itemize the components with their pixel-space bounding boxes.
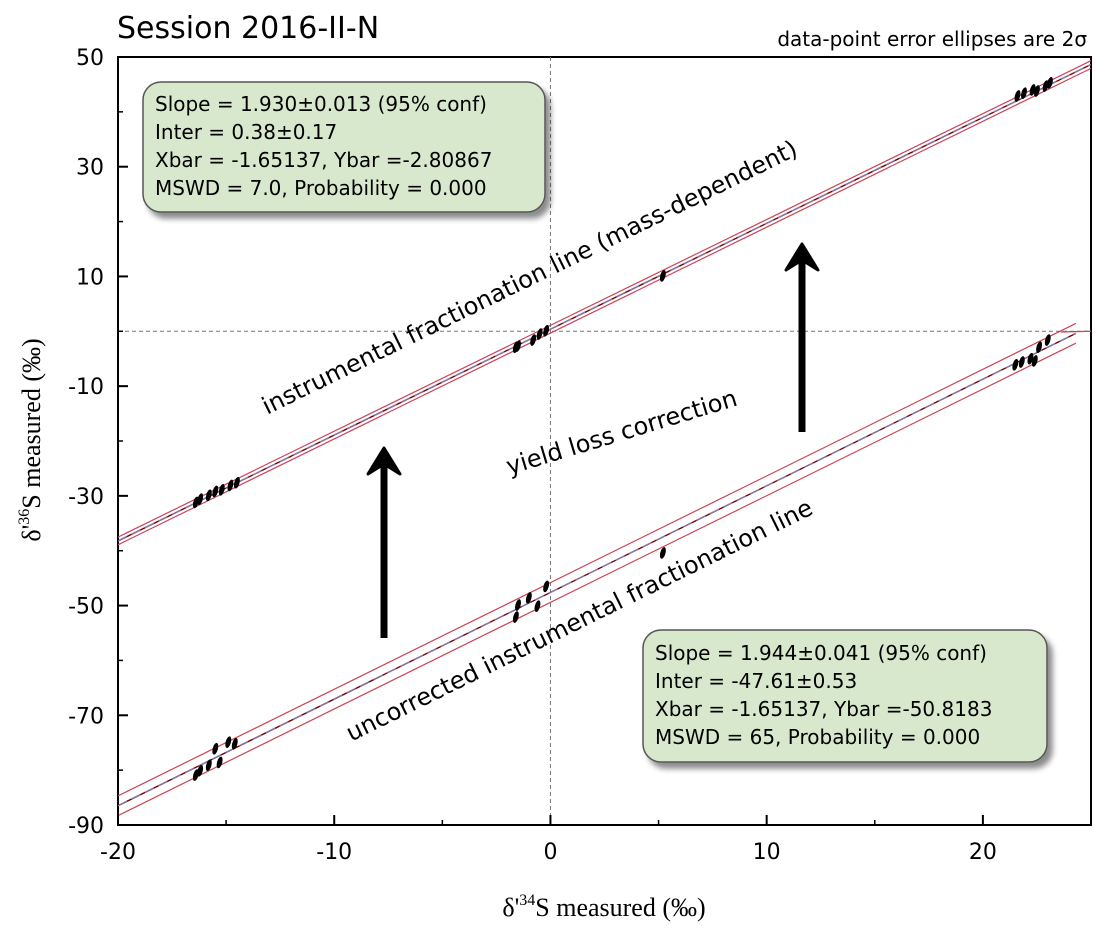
stats-lower-slope: Slope = 1.944±0.041 (95% conf) — [655, 641, 987, 665]
data-point — [197, 493, 204, 505]
x-axis-label-rest: S measured (‰) — [535, 893, 705, 922]
fit-envelope-lower-1 — [118, 342, 1077, 817]
data-point — [212, 742, 219, 755]
x-tick-label: -10 — [316, 840, 352, 865]
y-tick-label: -90 — [68, 814, 104, 839]
y-tick-label: -50 — [68, 595, 104, 620]
y-tick-label: -10 — [68, 375, 104, 400]
data-point — [530, 334, 537, 346]
data-point — [1036, 341, 1043, 354]
data-point — [1021, 87, 1027, 100]
yield-loss-label: yield loss correction — [503, 384, 741, 480]
data-point — [1046, 76, 1053, 89]
fit-centre-dash-0 — [118, 64, 1091, 542]
y-tick-label: 30 — [76, 156, 104, 181]
data-point — [197, 764, 204, 777]
data-point — [231, 737, 238, 750]
error-ellipse-note: data-point error ellipses are 2σ — [777, 27, 1087, 51]
stats-upper-inter: Inter = 0.38±0.17 — [155, 120, 337, 144]
x-tick-label: 10 — [753, 840, 781, 865]
data-point — [543, 324, 550, 337]
stats-box-upper: Slope = 1.930±0.013 (95% conf) Inter = 0… — [142, 81, 546, 213]
data-point — [225, 736, 232, 749]
y-axis-label-sup: 36 — [16, 509, 33, 525]
fit-centre-dash-1 — [118, 332, 1077, 807]
x-axis-label-prefix: δ' — [502, 893, 519, 922]
data-point — [218, 483, 225, 496]
y-tick-label: -70 — [68, 704, 104, 729]
data-point — [216, 756, 223, 769]
data-point — [515, 340, 521, 352]
stats-lower-mswd: MSWD = 65, Probability = 0.000 — [655, 725, 980, 749]
data-point — [536, 328, 543, 340]
data-point — [1033, 85, 1040, 97]
y-tick-label: 10 — [76, 265, 104, 290]
data-point — [205, 759, 212, 772]
stats-box-upper-bg — [142, 81, 546, 213]
data-point — [1012, 358, 1019, 371]
stats-upper-mswd: MSWD = 7.0, Probability = 0.000 — [155, 176, 487, 200]
data-point — [1044, 334, 1051, 346]
data-point — [659, 270, 666, 282]
stats-box-lower: Slope = 1.944±0.041 (95% conf) Inter = -… — [642, 629, 1048, 763]
reference-lines — [118, 57, 1091, 825]
stats-box-lower-bg — [642, 629, 1048, 763]
data-point — [1018, 356, 1025, 368]
stats-upper-xbar: Xbar = -1.65137, Ybar =-2.80867 — [155, 148, 492, 172]
x-axis-label-sup: 34 — [519, 892, 535, 909]
data-point — [659, 547, 666, 559]
data-point — [1031, 355, 1038, 367]
chart-title: Session 2016-II-N — [117, 11, 379, 46]
fit-envelope-lower-0 — [118, 67, 1091, 546]
data-point — [192, 496, 199, 509]
x-tick-label: -20 — [100, 840, 136, 865]
x-axis: -20 -10 0 10 20 — [100, 815, 997, 865]
data-point — [534, 600, 541, 612]
fit-lines — [118, 60, 1091, 817]
fit-envelope-upper-0 — [118, 60, 1091, 538]
data-point — [205, 489, 212, 502]
x-tick-label: 0 — [543, 840, 557, 865]
y-tick-label: -30 — [68, 485, 104, 510]
y-tick-label: 50 — [76, 46, 104, 71]
data-point — [525, 592, 532, 604]
data-point — [543, 580, 550, 593]
data-point — [512, 611, 519, 623]
data-point — [1042, 80, 1049, 92]
x-tick-label: 20 — [969, 840, 997, 865]
fit-envelope-upper-1 — [118, 322, 1077, 797]
data-points — [192, 76, 1053, 781]
y-axis-label-prefix: δ' — [17, 525, 46, 542]
data-point — [212, 485, 219, 498]
stats-lower-xbar: Xbar = -1.65137, Ybar =-50.8183 — [655, 697, 992, 721]
fit-envelope-flare — [1060, 330, 1091, 333]
data-point — [227, 479, 234, 492]
correction-arrows — [366, 242, 820, 638]
right-arrow-head — [784, 242, 820, 272]
x-axis-label: δ'34S measured (‰) — [502, 892, 705, 922]
y-axis: -90 -70 -50 -30 -10 10 30 50 — [68, 46, 128, 839]
y-axis-label: δ'36S measured (‰) — [16, 338, 46, 541]
stats-upper-slope: Slope = 1.930±0.013 (95% conf) — [155, 92, 487, 116]
data-point — [1027, 352, 1034, 365]
data-point — [1014, 90, 1021, 102]
data-point — [233, 476, 240, 489]
stats-lower-inter: Inter = -47.61±0.53 — [655, 669, 857, 693]
left-arrow-head — [366, 446, 402, 476]
data-point — [515, 599, 521, 611]
y-axis-label-rest: S measured (‰) — [17, 338, 46, 508]
